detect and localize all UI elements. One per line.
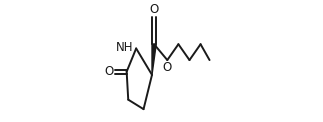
Text: O: O	[150, 3, 159, 16]
Text: NH: NH	[116, 41, 134, 54]
Text: O: O	[104, 65, 113, 78]
Polygon shape	[152, 44, 156, 75]
Text: O: O	[163, 61, 172, 74]
